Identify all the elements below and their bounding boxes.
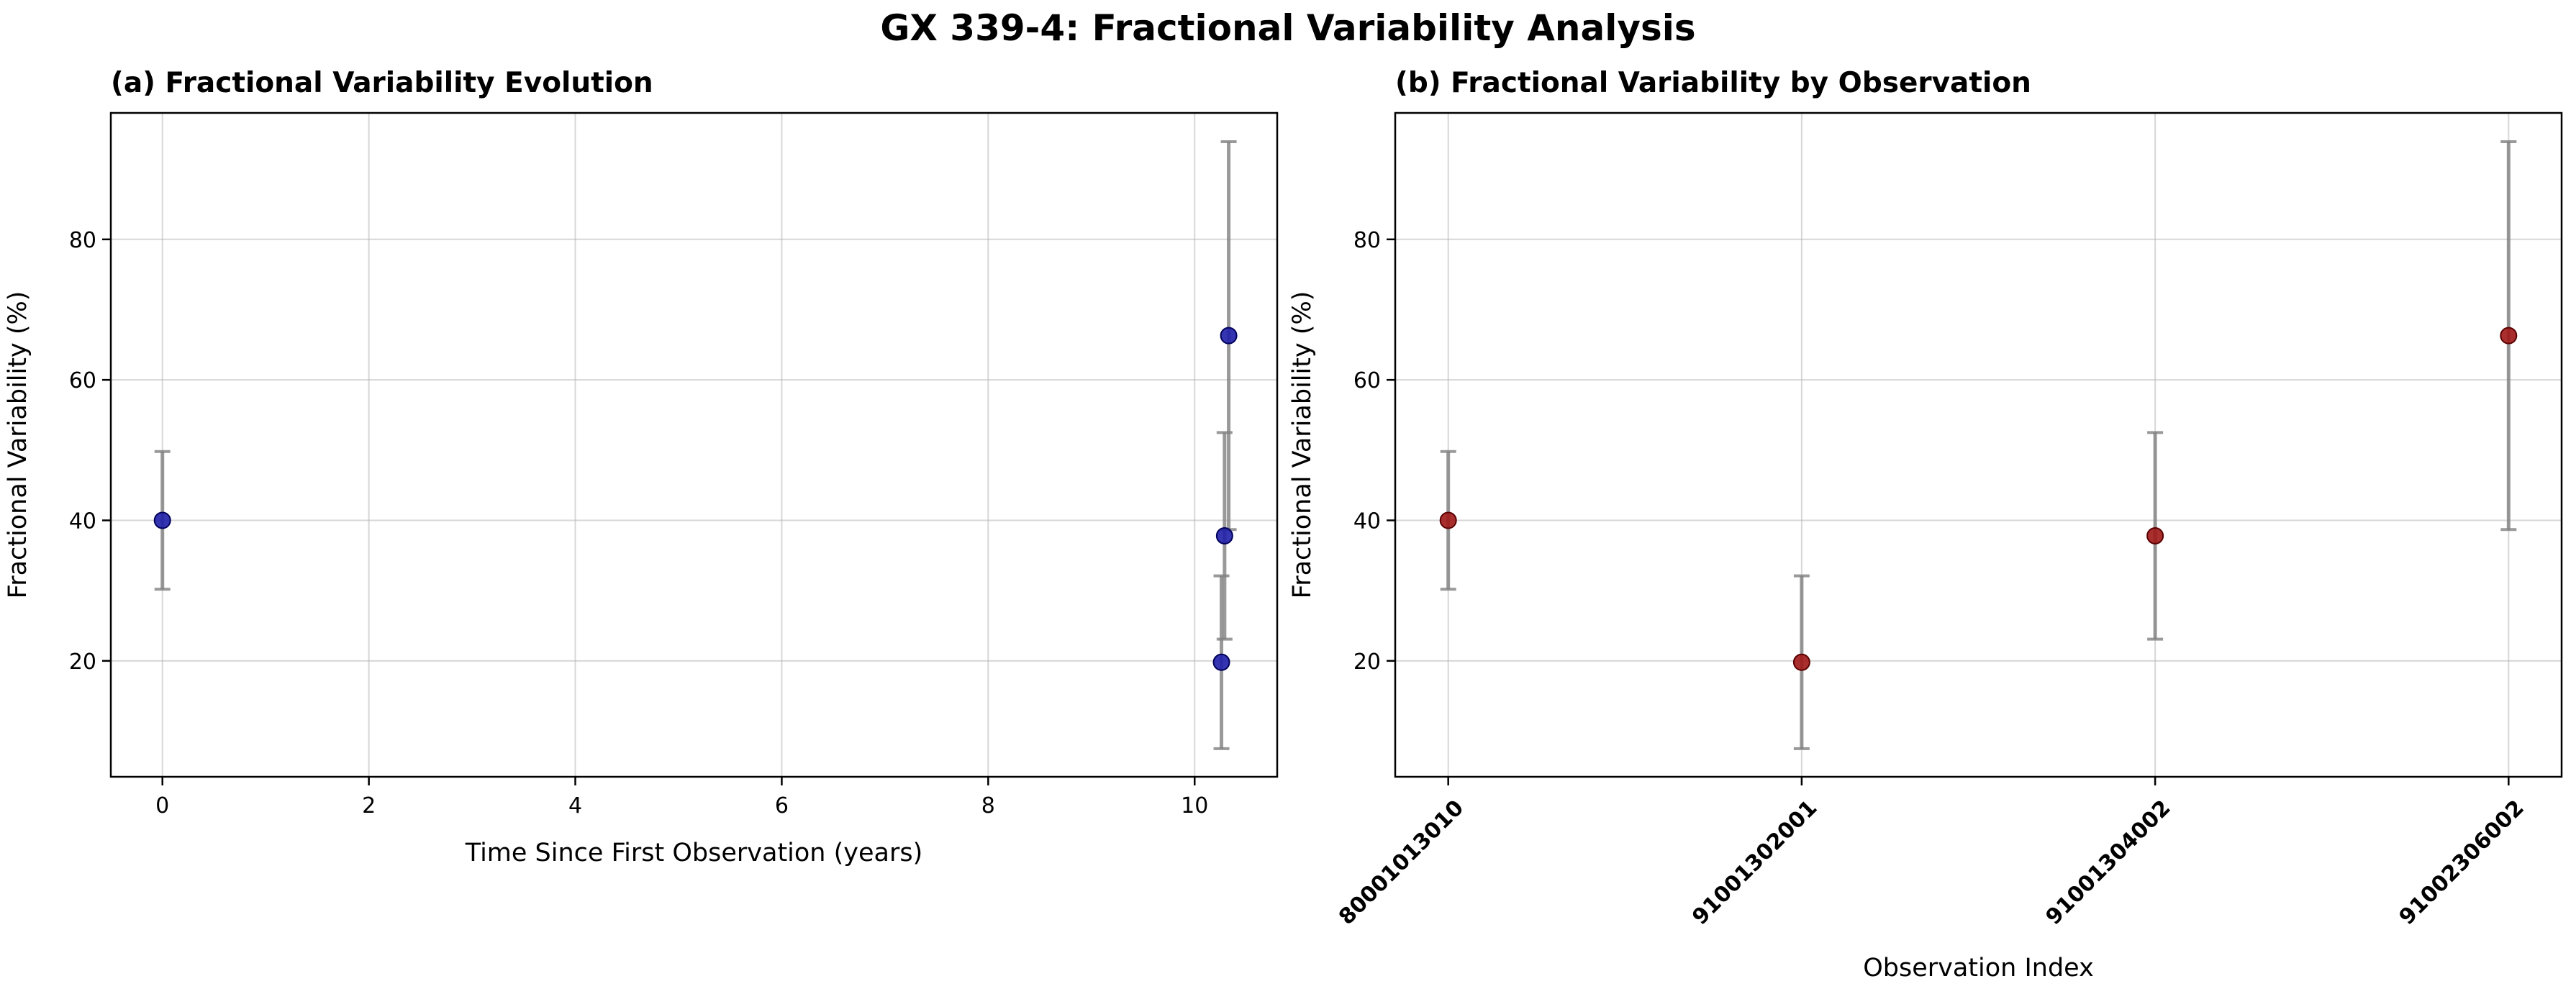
panel-b-x-tick-label: 91002306002 [2395, 795, 2529, 930]
panel-b-data-point [1792, 653, 1810, 671]
panel-b-data-point [1439, 511, 1457, 529]
panel-a-y-tick-label: 20 [69, 649, 96, 675]
panel-a-y-axis-label: Fractional Variability (%) [4, 291, 32, 599]
panel-b-y-tick-label: 20 [1353, 649, 1381, 675]
panel-b-x-tick-label: 80001013010 [1334, 795, 1469, 930]
figure-title: GX 339-4: Fractional Variability Analysi… [880, 7, 1695, 49]
panel-a-x-tick-label: 10 [1181, 793, 1208, 819]
panel-a-x-tick-label: 2 [362, 793, 376, 819]
panel-a-y-tick-label: 80 [69, 228, 96, 253]
panel-b-x-axis-label: Observation Index [1863, 954, 2094, 982]
panel-b-x-tick-label: 91001302001 [1687, 795, 1822, 930]
panel-a-data-point [1215, 526, 1233, 544]
panel-a-fractional-variability-evolution: (a) Fractional Variability Evolution 0 2 4… [4, 67, 1279, 867]
panel-a-data-point [1220, 327, 1238, 345]
panel-b-data-point [2500, 327, 2518, 345]
panel-a-x-axis-label: Time Since First Observation (years) [465, 839, 922, 867]
panel-a-x-tick-label: 8 [981, 793, 995, 819]
panel-b-y-axis-label: Fractional Variability (%) [1288, 291, 1317, 599]
panel-a-data-point [1212, 653, 1230, 671]
panel-b-x-tick-label: 91001304002 [2041, 795, 2175, 930]
panel-b-y-tick-label: 40 [1353, 509, 1381, 534]
panel-a-x-tick-label: 0 [155, 793, 169, 819]
panel-a-x-tick-label: 4 [568, 793, 582, 819]
panel-b-y-tick-label: 60 [1353, 368, 1381, 393]
panel-b-axes-frame [1394, 111, 2563, 778]
panel-b-data-point [2146, 526, 2164, 544]
panel-a-y-tick-label: 60 [69, 368, 96, 393]
panel-b-y-tick-label: 80 [1353, 228, 1381, 253]
panel-b-fractional-variability-by-observation: (b) Fractional Variability by Observatio… [1288, 67, 2563, 982]
panel-a-title: (a) Fractional Variability Evolution [111, 67, 653, 99]
panel-a-y-tick-label: 40 [69, 509, 96, 534]
panel-b-title: (b) Fractional Variability by Observatio… [1395, 67, 2031, 99]
panel-a-axes-frame [109, 111, 1279, 778]
panel-a-data-point [153, 511, 171, 529]
panel-a-x-tick-label: 6 [775, 793, 789, 819]
